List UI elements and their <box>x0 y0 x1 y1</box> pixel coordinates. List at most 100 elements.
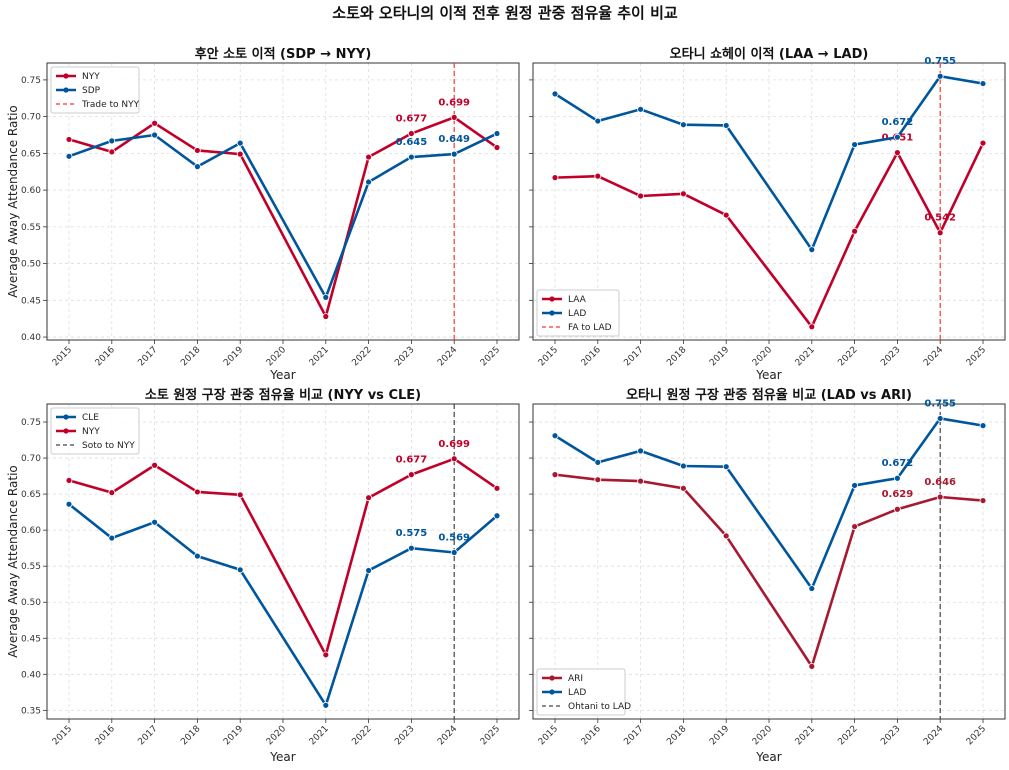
legend-marker <box>549 310 555 316</box>
axes-frame <box>532 403 1006 720</box>
series-line-NYY <box>68 457 498 657</box>
data-point-SDP <box>193 163 201 170</box>
data-point-LAA <box>851 227 858 235</box>
x-tick-label: 2020 <box>265 345 288 368</box>
data-point-LAA <box>637 192 644 200</box>
data-point-NYY <box>65 136 73 143</box>
data-point-NYY <box>108 489 116 497</box>
x-tick-label: 2016 <box>94 724 117 747</box>
x-tick-label: 2018 <box>179 724 202 747</box>
y-tick-label: 0.65 <box>21 149 41 159</box>
x-tick-label: 2025 <box>479 345 502 368</box>
x-tick-label: 2024 <box>922 724 945 747</box>
legend-box <box>50 407 140 455</box>
data-label: 0.569 <box>438 532 470 543</box>
data-point-ARI <box>894 505 901 513</box>
data-point-LAD <box>851 482 858 489</box>
data-label: 0.677 <box>396 114 428 125</box>
legend-label: LAA <box>568 295 587 305</box>
y-tick-label: 0.60 <box>21 186 41 196</box>
legend: NYY SDP Trade to NYY <box>50 66 140 114</box>
series-line-SDP <box>68 132 498 299</box>
data-point-LAD <box>979 422 987 430</box>
data-point-SDP <box>493 130 501 137</box>
legend-marker <box>549 675 555 681</box>
data-point-LAD <box>722 463 730 471</box>
legend-label: FA to LAD <box>568 323 612 333</box>
legend-marker <box>63 428 69 434</box>
data-point-CLE <box>365 567 373 574</box>
x-tick-label: 2015 <box>51 345 74 368</box>
data-label: 0.672 <box>882 458 914 469</box>
legend-marker <box>549 689 555 695</box>
data-point-LAD <box>808 585 816 592</box>
x-tick-label: 2019 <box>708 345 731 368</box>
data-point-LAA <box>894 149 901 157</box>
x-tick-label: 2024 <box>436 724 459 747</box>
axes-frame <box>532 62 1006 341</box>
subplot-2: 오타니 쇼헤이 이적 (LAA → LAD) 2015 2016 2017 2018 20… <box>529 46 1006 382</box>
legend: CLE NYY Soto to NYY <box>50 407 140 455</box>
data-label: 0.755 <box>924 398 956 409</box>
data-point-CLE <box>151 518 159 526</box>
data-point-SDP <box>450 150 458 158</box>
y-axis-label: Average Away Attendance Ratio <box>6 105 20 297</box>
legend-marker <box>63 73 69 79</box>
data-point-LAD <box>808 246 816 254</box>
x-tick-label: 2023 <box>879 724 902 747</box>
data-point-NYY <box>322 651 330 659</box>
x-tick-label: 2025 <box>965 345 988 368</box>
data-label: 0.629 <box>882 489 914 500</box>
data-point-SDP <box>108 137 116 145</box>
y-tick-label: 0.40 <box>21 670 41 680</box>
legend-label: Ohtani to LAD <box>568 702 631 712</box>
data-point-CLE <box>108 534 116 542</box>
y-tick-label: 0.70 <box>21 454 41 464</box>
data-point-LAA <box>551 174 559 182</box>
data-point-SDP <box>322 293 330 301</box>
x-tick-label: 2018 <box>179 345 202 368</box>
x-tick-label: 2015 <box>537 724 560 747</box>
legend-marker <box>63 414 69 420</box>
x-tick-label: 2016 <box>580 724 603 747</box>
data-point-CLE <box>322 701 330 709</box>
data-point-NYY <box>108 148 116 156</box>
x-axis-label: Year <box>755 750 781 764</box>
y-tick-label: 0.75 <box>21 418 41 428</box>
subplot-title: 오타니 원정 구장 관중 점유율 비교 (LAD vs ARI) <box>626 387 912 403</box>
x-tick-label: 2022 <box>836 345 859 368</box>
data-label: 0.645 <box>396 137 428 148</box>
legend-label: ARI <box>568 674 583 684</box>
x-tick-label: 2016 <box>94 345 117 368</box>
data-point-LAD <box>851 141 858 148</box>
series-line-LAA <box>554 142 985 329</box>
x-tick-label: 2018 <box>665 724 688 747</box>
data-point-SDP <box>236 139 244 147</box>
data-point-ARI <box>637 477 644 485</box>
y-axis-label: Average Away Attendance Ratio <box>6 465 20 657</box>
x-tick-label: 2018 <box>665 345 688 368</box>
series-line-LAD <box>554 417 984 590</box>
legend-marker <box>63 87 69 93</box>
data-point-LAA <box>722 211 730 219</box>
data-point-LAA <box>594 172 602 180</box>
data-point-LAD <box>637 447 644 455</box>
y-tick-label: 0.35 <box>21 706 41 716</box>
data-point-ARI <box>851 523 858 530</box>
data-point-NYY <box>450 455 458 463</box>
data-point-NYY <box>236 150 244 158</box>
x-tick-label: 2017 <box>136 724 159 747</box>
data-label: 0.575 <box>396 528 428 539</box>
data-point-CLE <box>493 512 501 520</box>
data-point-LAD <box>551 432 559 440</box>
data-point-LAD <box>894 133 901 141</box>
data-point-NYY <box>407 130 415 137</box>
data-point-CLE <box>65 500 73 508</box>
data-point-ARI <box>551 471 559 479</box>
legend-label: NYY <box>82 72 100 82</box>
data-point-NYY <box>151 461 159 469</box>
x-tick-label: 2019 <box>222 724 245 747</box>
data-point-NYY <box>493 484 501 492</box>
legend-marker <box>549 296 555 302</box>
